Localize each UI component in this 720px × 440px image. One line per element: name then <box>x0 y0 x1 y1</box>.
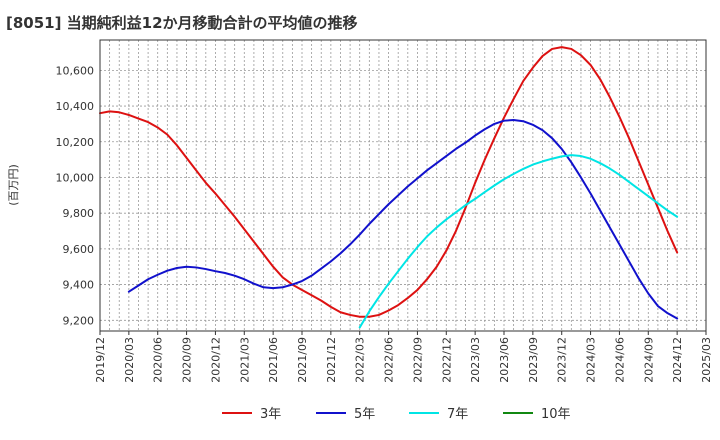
x-tick-label: 2022/12 <box>440 337 453 383</box>
y-axis-label: (百万円) <box>7 164 20 206</box>
y-axis: 9,200 9,400 9,600 9,800 10,000 10,200 10,400 10… <box>56 64 95 327</box>
x-tick-label: 2024/09 <box>642 337 655 383</box>
x-tick-label: 2024/03 <box>585 337 598 383</box>
plot-frame <box>99 39 707 332</box>
series-line-2 <box>358 154 679 329</box>
x-tick-label: 2023/06 <box>498 337 511 383</box>
x-tick-label: 2021/12 <box>325 337 338 383</box>
grid-lines <box>100 40 706 331</box>
legend-label-0: 3年 <box>260 407 281 422</box>
legend-label-3: 10年 <box>541 407 571 422</box>
x-tick-label: 2022/03 <box>354 337 367 383</box>
y-tick-label: 10,000 <box>56 171 95 184</box>
x-tick-label: 2025/03 <box>700 337 713 383</box>
x-tick-label: 2020/12 <box>209 337 222 383</box>
x-tick-label: 2021/03 <box>238 337 251 383</box>
legend-label-2: 7年 <box>447 407 468 422</box>
y-tick-label: 10,400 <box>56 100 95 113</box>
x-tick-label: 2020/06 <box>152 337 165 383</box>
x-axis: 2019/12 2020/03 2020/06 2020/09 2020/12 2021/… <box>94 331 713 383</box>
y-tick-label: 9,600 <box>63 243 95 256</box>
x-tick-label: 2019/12 <box>94 337 107 383</box>
y-tick-label: 9,200 <box>63 314 95 327</box>
legend: 3年 5年 7年 10年 <box>222 407 571 422</box>
chart-title: [8051] 当期純利益12か月移動合計の平均値の推移 <box>6 14 358 32</box>
x-tick-label: 2024/12 <box>671 337 684 383</box>
x-tick-label: 2023/03 <box>469 337 482 383</box>
x-tick-label: 2021/06 <box>267 337 280 383</box>
x-tick-label: 2020/09 <box>181 337 194 383</box>
y-tick-label: 9,400 <box>63 279 95 292</box>
series-lines <box>99 46 679 329</box>
series-line-0 <box>99 46 679 318</box>
x-tick-label: 2022/06 <box>383 337 396 383</box>
x-tick-label: 2023/09 <box>527 337 540 383</box>
x-tick-label: 2024/06 <box>613 337 626 383</box>
legend-label-1: 5年 <box>354 407 375 422</box>
x-tick-label: 2022/09 <box>411 337 424 383</box>
series-line-1 <box>127 118 679 320</box>
x-tick-label: 2020/03 <box>123 337 136 383</box>
y-tick-label: 10,200 <box>56 136 95 149</box>
y-tick-label: 9,800 <box>63 207 95 220</box>
x-tick-label: 2023/12 <box>556 337 569 383</box>
y-tick-label: 10,600 <box>56 64 95 77</box>
x-tick-label: 2021/09 <box>296 337 309 383</box>
